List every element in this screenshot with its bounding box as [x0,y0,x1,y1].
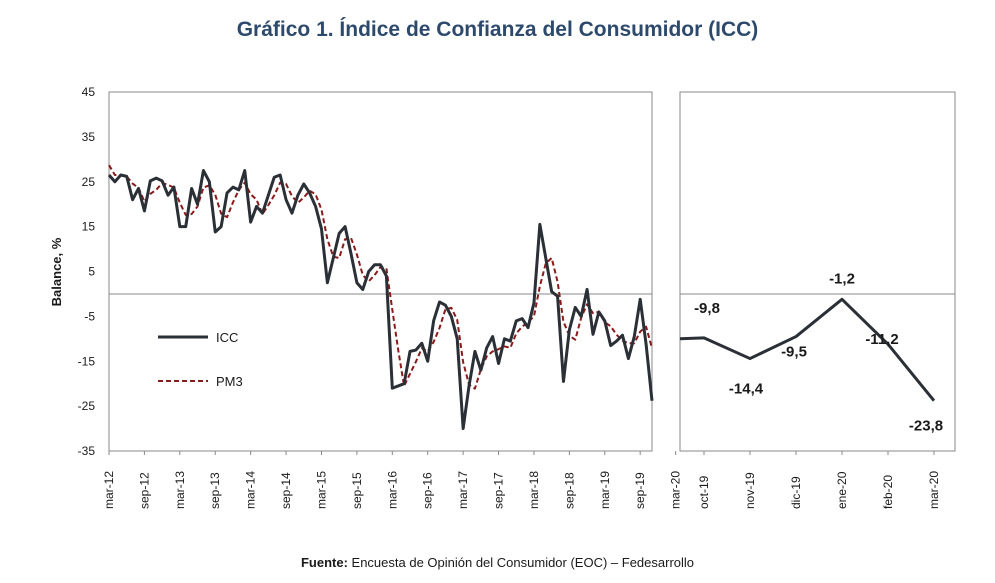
y-tick-label: -35 [78,444,96,458]
zoom-x-tick-label: nov-19 [743,472,757,509]
x-tick-label: sep-15 [350,472,364,509]
x-tick-label: sep-19 [633,472,647,509]
legend-pm3-label: PM3 [216,374,243,389]
x-tick-label: mar-17 [456,471,470,509]
y-tick-label: -15 [78,354,96,368]
zoom-data-label: -9,5 [781,344,807,361]
x-tick-label: sep-16 [421,472,435,509]
x-tick-label: sep-18 [562,472,576,509]
x-tick-label: mar-15 [314,471,328,509]
x-tick-label: mar-13 [173,471,187,509]
x-tick-label: mar-20 [669,471,683,509]
zoom-data-label: -23,8 [909,418,943,435]
y-axis-label: Balance, % [49,237,64,306]
icc-series-line [107,169,654,431]
zoom-x-tick-label: mar-20 [927,471,941,509]
x-tick-label: mar-18 [527,471,541,509]
x-tick-label: sep-12 [137,472,151,509]
zoom-plot-frame [679,91,956,452]
main-panel: 45 35 25 15 5 -5 -15 -25 -35 Balance, % mar-12 sep-… [49,85,683,509]
y-tick-label: -25 [78,399,96,413]
zoom-data-label: -9,8 [694,300,720,317]
x-tick-label: mar-19 [598,471,612,509]
x-tick-label: sep-14 [279,472,293,509]
zoom-data-label: -11,2 [865,331,898,348]
zoom-panel: oct-19 nov-19 dic-19 ene-20 feb-20 mar-20 -9,8… [679,91,956,509]
legend-icc-label: ICC [216,330,238,345]
x-tick-label: sep-13 [208,472,222,509]
y-tick-label: -5 [84,309,95,323]
x-tick-label: mar-16 [385,471,399,509]
zoom-data-label: -1,2 [829,270,855,287]
chart-title: Gráfico 1. Índice de Confianza del Consu… [236,18,759,41]
y-tick-label: 45 [82,85,96,99]
y-tick-label: 5 [88,265,95,279]
y-tick-label: 25 [82,175,96,189]
zoom-data-label: -14,4 [729,381,764,398]
y-tick-label: 15 [82,220,96,234]
x-tick-label: mar-14 [244,471,258,509]
source-label: Fuente: [300,555,348,570]
zoom-x-tick-label: feb-20 [881,475,895,509]
x-tick-label: sep-17 [492,472,506,509]
x-tick-label: mar-12 [102,471,116,509]
source-note: Fuente: Encuesta de Opinión del Consumid… [0,555,995,570]
zoom-x-tick-label: dic-19 [789,476,803,509]
y-tick-label: 35 [82,130,96,144]
zoom-x-tick-label: oct-19 [697,475,711,509]
main-plot-frame [108,91,653,452]
zoom-icc-line [679,297,936,402]
source-text: Encuesta de Opinión del Consumidor (EOC)… [347,555,695,570]
zoom-x-tick-label: ene-20 [835,471,849,509]
